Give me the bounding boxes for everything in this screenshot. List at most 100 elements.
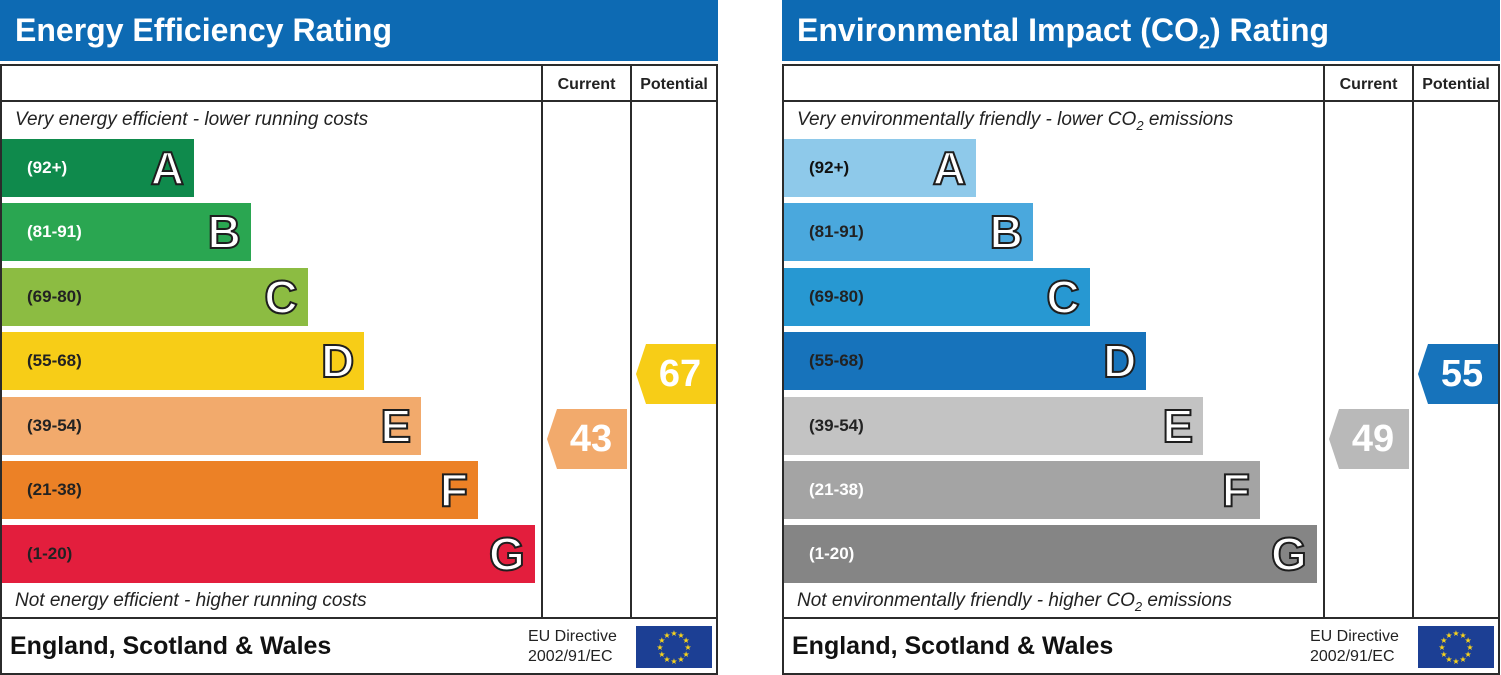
band-g-range: (1-20) (27, 544, 73, 564)
band-f-letter: F (439, 464, 469, 516)
potential-rating-value: 67 (658, 353, 702, 396)
current-column-header: Current (557, 76, 616, 93)
eu-star-icon: ★ (1445, 631, 1452, 640)
eu-star-icon: ★ (1459, 631, 1466, 640)
current-rating-marker: 49 (1329, 408, 1409, 469)
directive-line-1: EU Directive (528, 628, 617, 645)
band-d-range: (55-68) (27, 351, 82, 371)
directive-line-2: 2002/91/EC (528, 648, 613, 665)
band-e-range: (39-54) (27, 415, 82, 435)
eu-star-icon: ★ (677, 655, 684, 664)
band-f: (21-38) F (784, 461, 1260, 519)
band-a-letter: A (932, 142, 967, 194)
current-column-header: Current (1339, 76, 1398, 93)
band-f: (21-38) F (2, 461, 478, 519)
current-rating-value: 43 (569, 417, 613, 460)
potential-rating-marker: 67 (636, 344, 716, 405)
band-c-range: (69-80) (809, 286, 864, 306)
band-e: (39-54) E (2, 396, 422, 455)
environmental-impact-title: Environmental Impact (CO2) Rating (782, 0, 1500, 61)
footer-divider (2, 617, 716, 619)
eu-star-icon: ★ (683, 636, 690, 645)
energy-efficiency-panel: Energy Efficiency Rating Current Potenti… (0, 0, 718, 675)
eu-star-icon: ★ (658, 636, 665, 645)
band-b: (81-91) B (784, 203, 1033, 262)
band-c-range: (69-80) (27, 286, 82, 306)
potential-rating-marker: 55 (1418, 344, 1498, 405)
directive-line-1: EU Directive (1310, 628, 1399, 645)
band-b-range: (81-91) (809, 222, 864, 242)
eu-flag-icon: ★ ★ ★ ★ ★ ★ ★ ★ ★ ★ ★ ★ (1418, 626, 1494, 668)
energy-efficiency-title: Energy Efficiency Rating (0, 0, 718, 61)
current-column-divider (1323, 66, 1325, 617)
potential-rating-value: 55 (1440, 353, 1484, 396)
band-a-range: (92+) (27, 158, 68, 177)
band-d: (55-68) D (2, 332, 365, 391)
band-g: (1-20) G (2, 525, 535, 584)
potential-column-header: Potential (1422, 76, 1490, 93)
band-g-range: (1-20) (809, 544, 855, 564)
eu-star-icon: ★ (1466, 643, 1473, 652)
eu-directive-text: EU Directive 2002/91/EC (528, 627, 617, 667)
eu-star-icon: ★ (1440, 636, 1447, 645)
band-e-letter: E (380, 399, 413, 452)
eu-star-icon: ★ (1440, 650, 1447, 659)
band-d-range: (55-68) (809, 351, 864, 371)
bottom-note: Not environmentally friendly - higher CO… (797, 590, 1232, 614)
band-d-letter: D (320, 335, 355, 388)
environmental-impact-frame: Current Potential Very environmentally f… (782, 64, 1500, 675)
band-b-range: (81-91) (27, 222, 82, 242)
eu-star-icon: ★ (658, 650, 665, 659)
band-f-range: (21-38) (809, 480, 864, 499)
band-f-range: (21-38) (27, 480, 82, 499)
eu-star-icon: ★ (684, 643, 691, 652)
eu-star-icon: ★ (1452, 657, 1459, 666)
eu-star-icon: ★ (663, 655, 670, 664)
eu-star-icon: ★ (1459, 655, 1466, 664)
eu-star-icon: ★ (670, 629, 677, 638)
band-c: (69-80) C (784, 267, 1090, 326)
bottom-note: Not energy efficient - higher running co… (15, 590, 367, 611)
band-a-range: (92+) (809, 158, 850, 177)
eu-star-icon: ★ (1465, 650, 1472, 659)
band-c-letter: C (1045, 270, 1080, 323)
region-label: England, Scotland & Wales (792, 632, 1114, 660)
footer-divider (784, 617, 1498, 619)
eu-flag-icon: ★ ★ ★ ★ ★ ★ ★ ★ ★ ★ ★ ★ (636, 626, 712, 668)
band-g-letter: G (1270, 528, 1308, 581)
eu-star-icon: ★ (663, 631, 670, 640)
energy-efficiency-frame: Current Potential Very energy efficient … (0, 64, 718, 675)
band-b-letter: B (207, 206, 242, 259)
environmental-impact-panel: Environmental Impact (CO2) Rating Curren… (782, 0, 1500, 675)
band-d: (55-68) D (784, 332, 1147, 391)
current-column-divider (541, 66, 543, 617)
header-divider (2, 100, 716, 102)
eu-star-icon: ★ (683, 650, 690, 659)
eu-star-icon: ★ (1438, 643, 1445, 652)
region-label: England, Scotland & Wales (10, 632, 332, 660)
potential-column-divider (630, 66, 632, 617)
eu-star-icon: ★ (1465, 636, 1472, 645)
potential-column-divider (1412, 66, 1414, 617)
band-c-letter: C (263, 270, 298, 323)
top-note: Very energy efficient - lower running co… (15, 109, 369, 130)
header-divider (784, 100, 1498, 102)
eu-star-icon: ★ (656, 643, 663, 652)
eu-star-icon: ★ (670, 657, 677, 666)
directive-line-2: 2002/91/EC (1310, 648, 1395, 665)
eu-star-icon: ★ (1452, 629, 1459, 638)
top-note: Very environmentally friendly - lower CO… (797, 109, 1234, 133)
band-a: (92+) A (2, 139, 194, 197)
eu-directive-text: EU Directive 2002/91/EC (1310, 627, 1399, 667)
band-c: (69-80) C (2, 267, 308, 326)
band-b-letter: B (989, 206, 1024, 259)
current-rating-marker: 43 (547, 408, 627, 469)
potential-column-header: Potential (640, 76, 708, 93)
band-e: (39-54) E (784, 396, 1204, 455)
band-f-letter: F (1221, 464, 1251, 516)
band-a: (92+) A (784, 139, 976, 197)
current-rating-value: 49 (1351, 417, 1395, 460)
band-g: (1-20) G (784, 525, 1317, 584)
band-a-letter: A (150, 142, 185, 194)
band-e-letter: E (1162, 399, 1195, 452)
